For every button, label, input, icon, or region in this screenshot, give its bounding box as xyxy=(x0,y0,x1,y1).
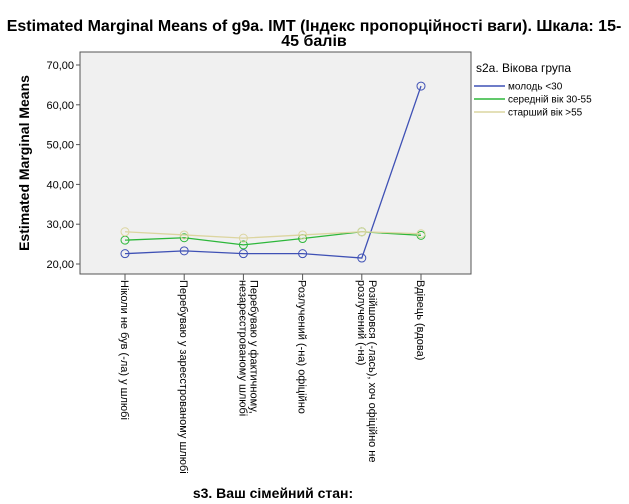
series-line xyxy=(124,85,422,259)
x-tick-label: Ніколи не був (-ла) у шлюбі xyxy=(118,280,130,420)
y-tick-label: 70,00 xyxy=(46,60,74,72)
y-tick-label: 40,00 xyxy=(46,179,74,191)
data-point xyxy=(179,246,189,256)
data-point xyxy=(120,227,130,237)
y-tick-label: 20,00 xyxy=(46,259,74,271)
series-line xyxy=(124,231,422,239)
x-axis-title: s3. Ваш сімейний стан: xyxy=(193,485,353,501)
x-tick-label: Перебуваю у зареєстрованому шлюбі xyxy=(177,280,189,474)
data-point xyxy=(179,233,189,243)
y-tick-label: 50,00 xyxy=(46,140,74,152)
plot-area xyxy=(79,51,472,275)
legend-title: s2a. Вікова група xyxy=(476,61,571,75)
x-tick-label: Перебуваю у фактичному, xyxy=(247,280,259,414)
data-point xyxy=(238,240,248,250)
data-point xyxy=(298,230,308,240)
data-point xyxy=(416,81,426,91)
data-point xyxy=(357,227,367,237)
x-tick-label: незареєстрованому шлюбі xyxy=(236,280,248,416)
y-tick-label: 30,00 xyxy=(46,219,74,231)
data-point xyxy=(238,249,248,259)
chart-title-line-1: Estimated Marginal Means of g9a. ІМТ (Ін… xyxy=(7,18,622,35)
y-axis-title: Estimated Marginal Means xyxy=(16,75,32,251)
y-tick-label: 60,00 xyxy=(46,100,74,112)
data-point xyxy=(357,253,367,263)
data-point xyxy=(416,229,426,239)
data-point xyxy=(120,249,130,259)
x-tick-label: Вдівець (вдова) xyxy=(414,280,426,360)
chart-title-line-2: 45 балів xyxy=(281,33,347,50)
data-point xyxy=(238,233,248,243)
legend-label: середній вік 30-55 xyxy=(508,95,592,106)
x-tick-label: розлучений (-на) xyxy=(355,280,367,365)
x-tick-label: Розлучений (-на) офіційно xyxy=(296,280,308,414)
x-tick-label: Розійшовся (-лась), хоч офіційно не xyxy=(366,280,378,463)
legend-label: старший вік >55 xyxy=(508,108,583,119)
legend-label: молодь <30 xyxy=(508,82,563,93)
data-point xyxy=(298,249,308,259)
data-point xyxy=(179,230,189,240)
